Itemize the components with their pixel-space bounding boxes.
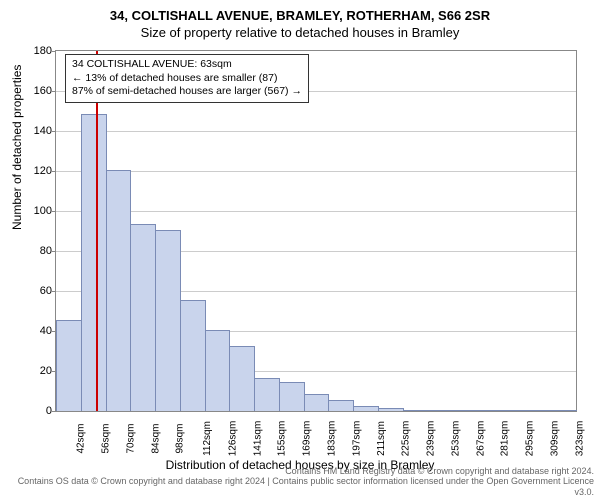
histogram-bar [477,410,503,411]
histogram-bar [526,410,552,411]
x-tick-label: 309sqm [549,421,560,457]
histogram-bar [403,410,429,411]
x-tick-label: 169sqm [302,421,313,457]
x-tick-label: 267sqm [475,421,486,457]
y-tick-label: 100 [34,205,52,217]
y-tick-mark [52,131,56,132]
x-tick-label: 112sqm [202,421,213,456]
histogram-bar [180,300,206,411]
chart-plot-area: 02040608010012014016018042sqm56sqm70sqm8… [55,50,577,412]
histogram-bar [353,406,379,411]
y-tick-mark [52,291,56,292]
histogram-bar [56,320,82,411]
x-tick-label: 42sqm [76,423,87,453]
histogram-bar [130,224,156,411]
x-tick-label: 225sqm [401,421,412,457]
annotation-box: 34 COLTISHALL AVENUE: 63sqm ← 13% of det… [65,54,309,103]
histogram-bar [279,382,305,411]
x-tick-label: 281sqm [500,421,511,457]
y-tick-mark [52,51,56,52]
histogram-bar [502,410,528,411]
annotation-line2: ← 13% of detached houses are smaller (87… [72,72,302,86]
gridline [56,171,576,172]
histogram-bar [378,408,404,411]
x-tick-label: 155sqm [277,421,288,457]
y-tick-mark [52,171,56,172]
x-tick-label: 183sqm [326,421,337,457]
histogram-bar [328,400,354,411]
histogram-bar [452,410,478,411]
histogram-bar [254,378,280,411]
x-tick-label: 253sqm [450,421,461,457]
x-tick-label: 70sqm [125,423,136,453]
histogram-bar [229,346,255,411]
y-tick-label: 40 [40,325,52,337]
x-tick-label: 197sqm [351,421,362,457]
x-tick-label: 211sqm [375,421,386,456]
y-tick-label: 180 [34,45,52,57]
x-tick-label: 323sqm [574,421,585,457]
y-tick-label: 20 [40,365,52,377]
x-tick-label: 295sqm [524,421,535,457]
histogram-bar [304,394,330,411]
y-tick-label: 140 [34,125,52,137]
y-tick-mark [52,91,56,92]
y-tick-label: 80 [40,245,52,257]
gridline [56,131,576,132]
y-tick-mark [52,211,56,212]
y-tick-label: 160 [34,85,52,97]
title-address: 34, COLTISHALL AVENUE, BRAMLEY, ROTHERHA… [0,0,600,23]
x-tick-label: 239sqm [425,421,436,457]
histogram-bar [551,410,577,411]
x-tick-label: 126sqm [227,421,238,457]
title-subtitle: Size of property relative to detached ho… [0,23,600,40]
property-marker-line [96,51,98,411]
x-tick-label: 84sqm [150,423,161,453]
histogram-bar [81,114,107,411]
x-tick-label: 141sqm [252,421,263,457]
y-axis-label: Number of detached properties [10,65,24,230]
histogram-bar [427,410,453,411]
annotation-line3: 87% of semi-detached houses are larger (… [72,85,302,99]
footer-attribution: Contains HM Land Registry data © Crown c… [0,466,594,498]
gridline [56,211,576,212]
y-tick-label: 120 [34,165,52,177]
histogram-bar [155,230,181,411]
footer-line2: Contains OS data © Crown copyright and d… [0,476,594,498]
x-tick-label: 56sqm [101,423,112,453]
footer-line1: Contains HM Land Registry data © Crown c… [0,466,594,477]
x-tick-label: 98sqm [175,423,186,453]
chart-container: 34, COLTISHALL AVENUE, BRAMLEY, ROTHERHA… [0,0,600,500]
annotation-line1: 34 COLTISHALL AVENUE: 63sqm [72,58,302,72]
histogram-bar [205,330,231,411]
y-tick-mark [52,251,56,252]
y-tick-label: 60 [40,285,52,297]
y-tick-mark [52,411,56,412]
histogram-bar [106,170,132,411]
